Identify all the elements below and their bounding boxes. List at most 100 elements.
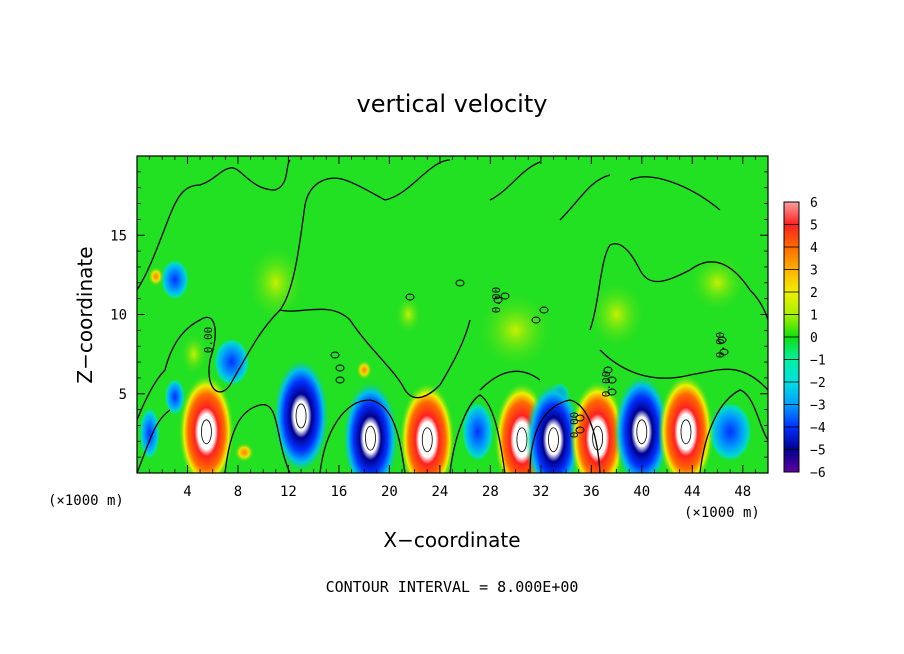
- contour-loop: [717, 336, 727, 344]
- x-tick-label: 12: [280, 484, 297, 500]
- colorbar-label: −4: [810, 421, 826, 436]
- contour-line-13: [449, 394, 506, 473]
- y-tick-label: 10: [110, 308, 127, 324]
- x-tick-label: 16: [330, 484, 347, 500]
- colorbar-label: 0: [810, 331, 818, 346]
- contour-line-15: [699, 389, 768, 473]
- y-tick-label: 5: [119, 387, 127, 403]
- contour-loop: [575, 414, 585, 422]
- field-blob: [708, 401, 753, 462]
- field-blob: [461, 401, 494, 462]
- plot-area: 0.00 0.00 0.00 0.00 0.00: [137, 156, 768, 473]
- x-tick-label: 32: [532, 484, 549, 500]
- x-tick-label: 48: [734, 484, 751, 500]
- chart-title: vertical velocity: [357, 90, 548, 118]
- colorbar: 6 5 4 3 2 1 0 −1 −2 −3 −4 −5 −6: [783, 196, 826, 481]
- contour-loop: [405, 293, 415, 301]
- contour-loop: [493, 296, 503, 304]
- cell-9: [657, 373, 714, 473]
- colorbar-label: 1: [810, 309, 818, 324]
- field-shading: [139, 242, 753, 463]
- field-blob: [394, 294, 423, 335]
- convective-cells: [178, 357, 714, 473]
- contour-label: 0.00: [490, 287, 503, 314]
- colorbar-label: −5: [810, 444, 826, 459]
- field-blob: [234, 442, 255, 463]
- contour-loop: [607, 376, 617, 384]
- cell-core-contour: [295, 403, 307, 429]
- x-tick-label: 8: [234, 484, 242, 500]
- contour-line-11: [224, 404, 291, 473]
- contour-line-10: [137, 409, 171, 473]
- contour-label: 0.00: [202, 327, 215, 354]
- contour-line-7: [559, 174, 721, 221]
- cell-4: [399, 381, 456, 473]
- contour-loop: [500, 292, 510, 300]
- contour-line-6: [439, 319, 541, 391]
- colorbar-label: −6: [810, 466, 826, 481]
- contour-loop: [335, 364, 345, 372]
- contour-line-5: [279, 308, 441, 399]
- y-axis-label: Z−coordinate: [73, 246, 97, 383]
- cell-7: [569, 380, 626, 473]
- x-unit-right: (×1000 m): [684, 505, 760, 521]
- colorbar-label: 5: [810, 219, 818, 234]
- y-tick-label: 15: [110, 228, 127, 244]
- cell-core-contour: [680, 419, 692, 445]
- colorbar-label: 3: [810, 264, 818, 279]
- contour-loop: [330, 351, 340, 359]
- contour-loop: [455, 279, 465, 287]
- cell-1: [178, 373, 235, 473]
- contour-line-9: [599, 349, 768, 391]
- field-blob: [164, 378, 185, 415]
- contour-label: 0.00: [568, 412, 581, 439]
- field-blob: [245, 242, 306, 323]
- contour-line-3: [229, 177, 386, 386]
- field-blob: [147, 266, 164, 287]
- colorbar-label: −3: [810, 399, 826, 414]
- field-blob: [139, 407, 160, 460]
- field-blob: [475, 290, 556, 371]
- contour-line-1: [137, 159, 291, 291]
- cell-core-contour: [365, 425, 376, 451]
- cell-core-contour: [548, 427, 559, 453]
- x-tick-label: 44: [684, 484, 701, 500]
- contour-line-2: [137, 316, 231, 421]
- cell-8: [613, 373, 670, 473]
- contour-line-4: [384, 159, 541, 201]
- x-tick-label: 20: [381, 484, 398, 500]
- x-tick-label: 36: [583, 484, 600, 500]
- x-tick-label: 24: [431, 484, 448, 500]
- field-blob: [179, 332, 208, 377]
- contour-line-12: [319, 399, 406, 473]
- field-blob: [213, 338, 250, 387]
- contour-loop: [539, 306, 549, 314]
- contour-interval-label: CONTOUR INTERVAL = 8.000E+00: [326, 578, 579, 596]
- x-tick-label: 28: [482, 484, 499, 500]
- contour-loop: [531, 316, 541, 324]
- colorbar-label: 2: [810, 286, 818, 301]
- field-blob: [687, 252, 748, 313]
- colorbar-label: −1: [810, 354, 826, 369]
- x-tick-label: 40: [633, 484, 650, 500]
- field-blob: [586, 278, 647, 351]
- x-axis-label: X−coordinate: [383, 528, 520, 552]
- cell-core-contour: [421, 427, 433, 453]
- x-unit-left: (×1000 m): [48, 493, 124, 509]
- cell-2: [273, 357, 330, 473]
- x-tick-label: 4: [183, 484, 191, 500]
- contour-loop: [575, 426, 585, 434]
- colorbar-label: −2: [810, 376, 826, 391]
- contour-loop: [607, 388, 617, 396]
- contour-line-8: [589, 243, 768, 331]
- contour-loop: [603, 366, 613, 374]
- contour-loop: [719, 348, 729, 356]
- zero-contours: 0.00 0.00 0.00 0.00 0.00: [137, 159, 768, 473]
- field-blob: [356, 359, 373, 380]
- cell-core-contour: [201, 419, 212, 445]
- contour-loop: [335, 376, 345, 384]
- contour-label: 0.00: [714, 332, 727, 359]
- colorbar-label: 4: [810, 241, 818, 256]
